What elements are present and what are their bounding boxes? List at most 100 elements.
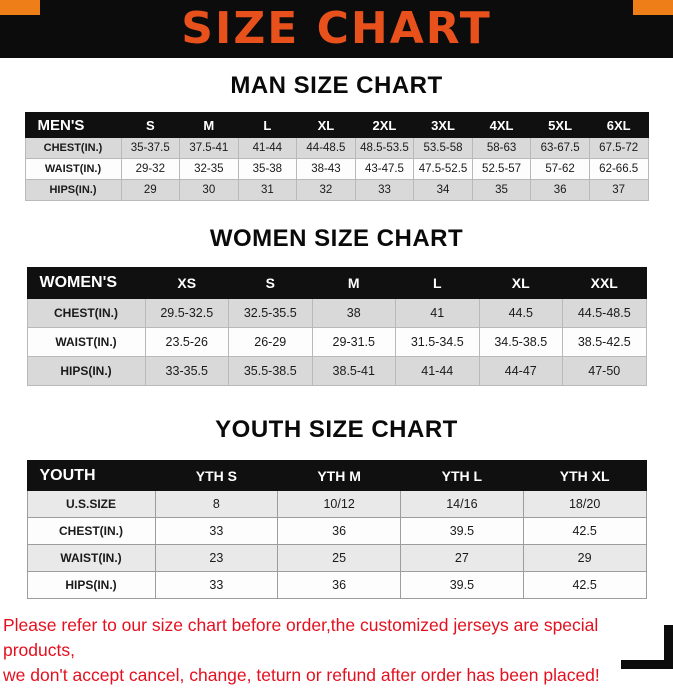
size-value: 44-48.5 [296,137,356,159]
size-value: 23 [154,544,279,572]
size-value: 10/12 [277,490,401,518]
youth-section-heading: YOUTH SIZE CHART [215,416,458,443]
size-value: 62-66.5 [588,158,649,180]
size-column-header: YTH L [400,460,524,491]
size-column-header: L [237,112,298,138]
size-column-header: S [120,112,181,138]
size-column-header: YTH XL [522,460,647,491]
size-value: 35 [471,179,532,201]
size-column-header: S [228,267,313,299]
size-value: 36 [277,517,401,545]
size-value: 53.5-58 [413,137,473,159]
size-value: 14/16 [400,490,524,518]
corner-decoration-left [0,0,40,15]
size-value: 27 [400,544,524,572]
size-value: 33 [354,179,415,201]
row-label: CHEST(IN.) [26,517,156,545]
banner: SIZE CHART [0,0,673,58]
size-value: 35-38 [237,158,298,180]
row-label: HIPS(IN.) [26,571,156,599]
size-column-header: XS [144,267,229,299]
size-value: 58-63 [471,137,532,159]
size-value: 23.5-26 [144,327,229,357]
youth-size-chart-section: YOUTH SIZE CHART YOUTH YTH S YTH M YTH L YTH… [0,416,673,599]
size-column-header: 2XL [354,112,415,138]
man-size-table: MEN'S S M L XL 2XL 3XL 4XL 5XL 6XL CHEST(IN.) 35-37… [24,112,649,201]
table-header-row: MEN'S S M L XL 2XL 3XL 4XL 5XL 6XL [24,112,649,138]
row-label: HIPS(IN.) [24,179,122,201]
size-column-header: M [179,112,239,138]
size-value: 31 [237,179,298,201]
size-value: 41 [395,298,480,328]
size-value: 26-29 [228,327,313,357]
size-column-header: M [311,267,396,299]
size-value: 36 [277,571,401,599]
table-row: HIPS(IN.) 29 30 31 32 33 34 35 36 37 [24,179,649,201]
row-label: CHEST(IN.) [24,137,122,159]
size-value: 33-35.5 [144,356,229,386]
table-row: WAIST(IN.) 23.5-26 26-29 29-31.5 31.5-34.5 34… [26,327,647,357]
size-column-header: YTH M [277,460,401,491]
size-column-header: 6XL [588,112,649,138]
table-header-row: WOMEN'S XS S M L XL XXL [26,267,647,299]
size-value: 44-47 [478,356,563,386]
size-value: 42.5 [522,571,647,599]
size-value: 44.5-48.5 [562,298,647,328]
size-value: 34.5-38.5 [478,327,563,357]
size-value: 47-50 [562,356,647,386]
women-size-table: WOMEN'S XS S M L XL XXL CHEST(IN.) 29.5-32.5 32.5… [26,267,647,386]
size-value: 43-47.5 [354,158,415,180]
size-value: 30 [179,179,239,201]
table-row: CHEST(IN.) 33 36 39.5 42.5 [26,517,647,545]
size-column-header: XXL [562,267,647,299]
size-value: 39.5 [400,571,524,599]
size-value: 35.5-38.5 [228,356,313,386]
table-header-row: YOUTH YTH S YTH M YTH L YTH XL [26,460,647,491]
table-corner-header: WOMEN'S [26,267,146,299]
size-value: 31.5-34.5 [395,327,480,357]
size-value: 32.5-35.5 [228,298,313,328]
table-row: CHEST(IN.) 35-37.5 37.5-41 41-44 44-48.5 48.5… [24,137,649,159]
size-value: 35-37.5 [120,137,181,159]
table-row: HIPS(IN.) 33 36 39.5 42.5 [26,571,647,599]
size-value: 25 [277,544,401,572]
size-value: 41-44 [395,356,480,386]
table-row: CHEST(IN.) 29.5-32.5 32.5-35.5 38 41 44.5 44.5… [26,298,647,328]
size-value: 29 [522,544,647,572]
table-row: WAIST(IN.) 29-32 32-35 35-38 38-43 43-47.5 47.… [24,158,649,180]
size-value: 37 [588,179,649,201]
disclaimer-text: Please refer to our size chart before or… [0,613,673,688]
page-title: SIZE CHART [181,3,492,54]
row-label: HIPS(IN.) [26,356,146,386]
size-value: 41-44 [237,137,298,159]
row-label: CHEST(IN.) [26,298,146,328]
table-corner-header: YOUTH [26,460,156,491]
size-value: 39.5 [400,517,524,545]
row-label: WAIST(IN.) [26,544,156,572]
size-column-header: XL [478,267,563,299]
size-value: 57-62 [530,158,590,180]
man-size-chart-section: MAN SIZE CHART MEN'S S M L XL 2XL 3XL 4XL 5XL 6XL… [0,72,673,201]
corner-decoration-right [633,0,673,15]
disclaimer-line-1: Please refer to our size chart before or… [3,615,599,660]
size-value: 42.5 [522,517,647,545]
size-value: 52.5-57 [471,158,532,180]
size-value: 33 [154,571,279,599]
women-section-heading: WOMEN SIZE CHART [209,225,464,252]
bottom-right-border-mark [621,625,673,669]
size-column-header: 3XL [413,112,473,138]
size-value: 18/20 [522,490,647,518]
table-row: U.S.SIZE 8 10/12 14/16 18/20 [26,490,647,518]
table-row: HIPS(IN.) 33-35.5 35.5-38.5 38.5-41 41-44 44-… [26,356,647,386]
size-value: 38.5-42.5 [562,327,647,357]
size-column-header: L [395,267,480,299]
size-value: 33 [154,517,279,545]
size-value: 29.5-32.5 [144,298,229,328]
size-column-header: 4XL [471,112,532,138]
size-column-header: 5XL [530,112,590,138]
size-value: 44.5 [478,298,563,328]
row-label: U.S.SIZE [26,490,156,518]
row-label: WAIST(IN.) [24,158,122,180]
table-corner-header: MEN'S [24,112,122,138]
